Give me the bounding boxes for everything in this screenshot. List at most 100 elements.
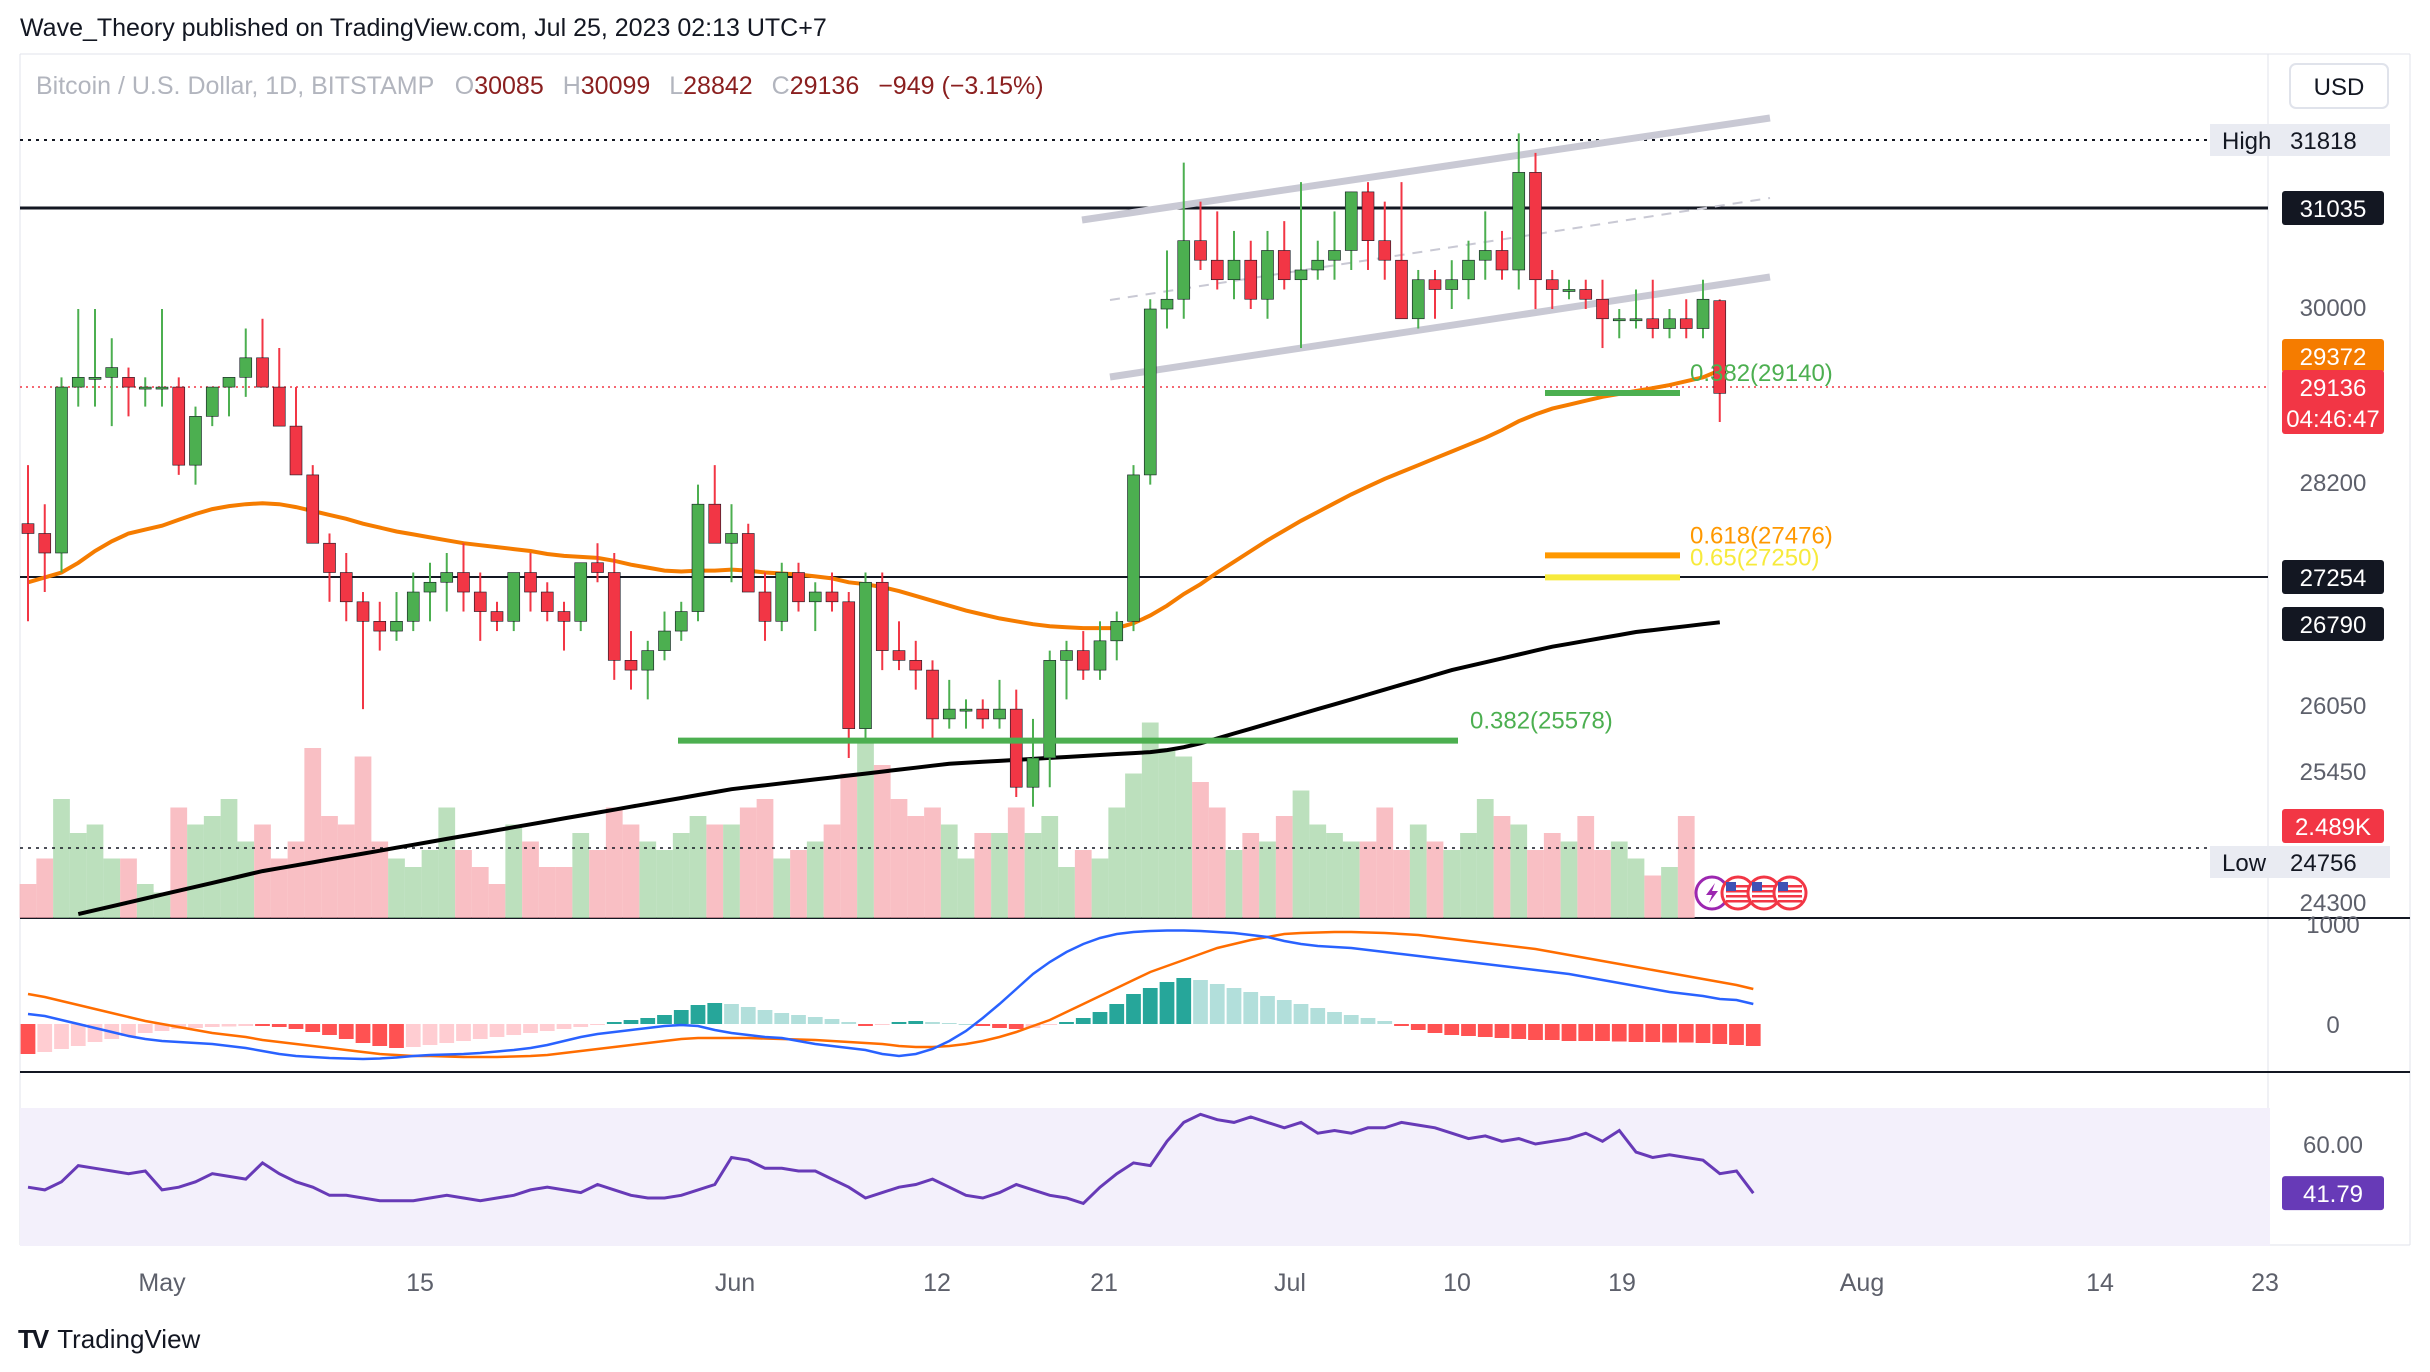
candle-body	[741, 533, 755, 593]
volume-bar	[187, 824, 204, 918]
volume-bar	[639, 841, 657, 918]
rsi-band	[20, 1108, 2270, 1246]
candle-body	[1060, 650, 1073, 661]
channel-mid-line	[1109, 197, 1771, 301]
macd-histogram-bar	[791, 1015, 806, 1024]
volume-bar	[1677, 816, 1695, 918]
candle-body	[1311, 259, 1325, 271]
volume-bar	[572, 833, 590, 918]
axis-level-value: 31818	[2290, 128, 2357, 155]
candle-body	[1143, 308, 1157, 476]
candle-body	[1696, 298, 1710, 329]
volume-bar	[388, 858, 405, 918]
rsi-value: 41.79	[2303, 1181, 2363, 1208]
macd-histogram-bar	[1226, 988, 1242, 1024]
macd-histogram-bar	[1578, 1024, 1594, 1041]
volume-bar	[421, 850, 439, 918]
candle-body	[892, 650, 906, 661]
publish-caption: Wave_Theory published on TradingView.com…	[20, 14, 827, 42]
candle-body	[1160, 298, 1174, 310]
event-icons[interactable]	[1694, 875, 1808, 911]
candle-body	[1713, 300, 1727, 394]
axis-value-box	[2282, 560, 2384, 594]
volume-bar	[220, 799, 238, 918]
volume-bar	[957, 858, 975, 918]
volume-bar	[1208, 807, 1226, 918]
candle-body	[323, 542, 336, 573]
macd-histogram-bar	[20, 1024, 36, 1054]
macd-histogram-bar	[590, 1024, 605, 1025]
channel-lower-line	[1109, 273, 1771, 381]
time-axis-tick: 19	[1608, 1269, 1636, 1297]
fib-label: 0.618(27476)	[1690, 522, 1833, 549]
candle-body	[1210, 259, 1224, 281]
volume-bar	[1326, 833, 1343, 918]
macd-histogram-bar	[221, 1024, 237, 1027]
macd-histogram-bar	[1176, 978, 1192, 1024]
candle-body	[875, 581, 889, 651]
macd-histogram-bar	[389, 1024, 404, 1048]
candle-body	[1328, 250, 1341, 261]
macd-histogram-bar	[1712, 1024, 1728, 1044]
volume-bar	[873, 765, 891, 918]
candle-body	[1495, 250, 1509, 271]
candle-body	[373, 621, 387, 632]
candle-body	[540, 591, 554, 612]
candle-body	[1076, 650, 1090, 671]
macd-histogram-bar	[640, 1018, 656, 1024]
candle-body	[457, 572, 470, 593]
candle-body	[842, 601, 856, 729]
candle-body	[406, 591, 420, 622]
channel-upper-line	[1081, 114, 1771, 224]
macd-histogram-bar	[1561, 1024, 1577, 1041]
volume-bar	[806, 841, 824, 918]
candle-body	[607, 572, 621, 661]
sma200-line	[77, 620, 1721, 917]
candle-body	[1679, 318, 1693, 329]
macd-pane: 1000 0	[20, 912, 2360, 1061]
volume-bar	[337, 824, 355, 918]
macd-histogram-bar	[439, 1024, 455, 1043]
volume-bar	[1259, 841, 1276, 918]
candle-body	[507, 572, 521, 622]
volume-bar	[589, 850, 606, 918]
volume-bar	[907, 816, 925, 918]
volume-bar	[706, 824, 724, 918]
volume-bar	[1627, 858, 1645, 918]
currency-button[interactable]: USD	[2289, 63, 2389, 109]
volume-bar	[1594, 850, 1611, 918]
macd-histogram-bar	[1595, 1024, 1610, 1041]
volume-bar	[19, 884, 37, 918]
macd-histogram-bar	[1126, 994, 1141, 1024]
footer: TV TradingView	[18, 1324, 200, 1355]
volume-bar	[488, 884, 506, 918]
candle-body	[1411, 279, 1425, 320]
candle-body	[306, 474, 320, 544]
candle-body	[205, 386, 219, 417]
candle-body	[122, 377, 135, 388]
candle-body	[1646, 318, 1660, 329]
candle-body	[1529, 172, 1542, 281]
macd-histogram-bar	[137, 1024, 153, 1033]
volume-bar	[605, 807, 623, 918]
volume-bar	[1192, 782, 1209, 918]
macd-histogram-bar	[1461, 1024, 1476, 1036]
us-flag-icon[interactable]	[1746, 875, 1782, 911]
candles	[21, 133, 1727, 807]
macd-histogram-bar	[472, 1024, 488, 1039]
candle-body	[38, 533, 52, 554]
volume-bar	[1460, 833, 1477, 918]
volume-bar	[1158, 748, 1176, 918]
macd-histogram-bar	[1327, 1012, 1342, 1024]
candle-body	[71, 377, 85, 388]
candle-body	[21, 523, 35, 534]
macd-histogram-bar	[238, 1024, 254, 1026]
us-flag-icon[interactable]	[1772, 875, 1808, 911]
volume-bar	[756, 799, 774, 918]
volume-bar	[840, 773, 858, 918]
volume-bar	[1527, 850, 1544, 918]
axis-value-box	[2282, 191, 2384, 225]
axis-tick: 25450	[2300, 759, 2367, 786]
time-axis-tick: 12	[923, 1269, 951, 1297]
